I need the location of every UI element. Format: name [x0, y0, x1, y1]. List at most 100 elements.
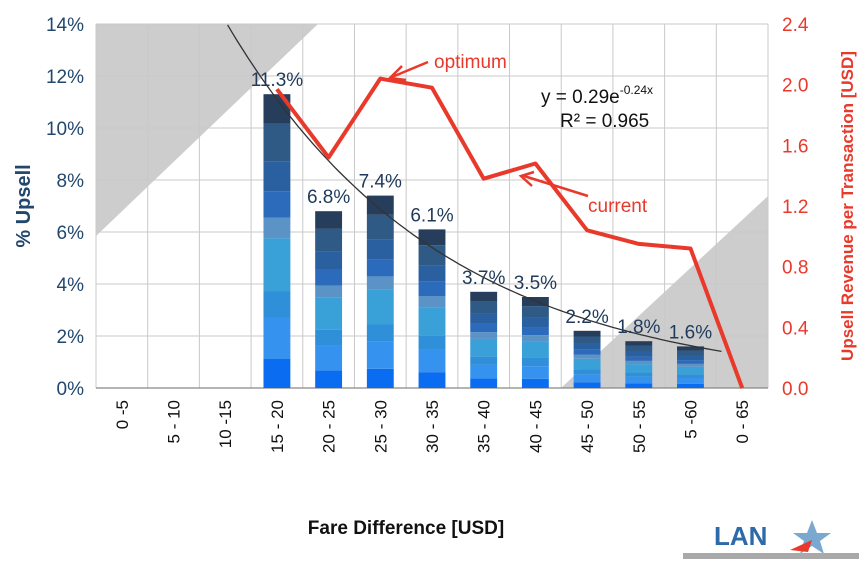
annotation-optimum: optimum — [434, 52, 507, 73]
bar-segment — [418, 335, 446, 350]
bar-segment — [366, 276, 394, 290]
bar — [418, 229, 446, 388]
bar-segment — [625, 345, 653, 352]
bar-segment — [573, 336, 601, 344]
bar-segment — [677, 378, 704, 384]
bar-segment — [573, 369, 601, 375]
y-tick-label: 4% — [57, 275, 85, 296]
annotation-current: current — [588, 196, 648, 217]
bar-segment — [521, 366, 549, 379]
bar-segment — [418, 372, 446, 388]
bar-segment — [366, 341, 394, 369]
y-tick-label: 2% — [57, 327, 85, 348]
y-tick-label: 0% — [57, 379, 85, 400]
bar-segment — [677, 360, 704, 364]
bar-segment — [418, 307, 446, 336]
bar-segment — [366, 259, 394, 277]
bar-value-label: 7.4% — [359, 172, 402, 193]
bar-segment — [366, 239, 394, 260]
bar-segment — [263, 358, 291, 388]
bar-segment — [315, 269, 343, 286]
bar — [625, 341, 653, 388]
x-axis-ticks: 0 -5 5 - 10 10 -15 15 - 20 20 - 25 25 - 30 30 … — [113, 400, 752, 453]
bar-segment — [521, 357, 549, 367]
bar-segment — [573, 330, 601, 337]
revenue-line — [275, 76, 745, 389]
x-tick-label: 45 - 50 — [578, 400, 597, 453]
y2-axis-ticks: 0.0 0.4 0.8 1.2 1.6 2.0 2.4 — [782, 15, 809, 400]
bar-segment — [263, 123, 291, 162]
bar-segment — [418, 281, 446, 297]
trend-r2: R² = 0.965 — [560, 111, 649, 132]
bar-segment — [521, 306, 549, 318]
bar-segment — [521, 317, 549, 328]
bar-segment — [677, 355, 704, 361]
shaded-region-top-left — [96, 24, 318, 236]
y-axis-title: % Upsell — [13, 164, 35, 247]
bar-segment — [677, 383, 704, 388]
y2-tick-label: 0.0 — [782, 379, 808, 400]
bar-segment — [625, 372, 653, 377]
bar-segment — [315, 251, 343, 270]
bar-segment — [573, 358, 601, 370]
bar-segment — [677, 363, 704, 367]
bar-segment — [366, 324, 394, 342]
bar-segment — [315, 297, 343, 330]
bar-segment — [677, 366, 704, 375]
bar-segment — [418, 349, 446, 373]
x-tick-label: 5 - 10 — [165, 400, 184, 443]
x-tick-label: 0 - 65 — [733, 400, 752, 443]
bar-segment — [470, 291, 498, 302]
x-tick-label: 10 -15 — [216, 400, 235, 448]
trend-equation-exponent: -0.24x — [620, 83, 653, 97]
bar — [315, 211, 343, 388]
bar-segment — [315, 370, 343, 388]
current-arrow-icon — [518, 170, 589, 198]
bar-value-label: 6.8% — [307, 187, 350, 208]
trend-equation: y = 0.29e-0.24x — [541, 83, 653, 108]
x-tick-label: 15 - 20 — [268, 400, 287, 453]
bar-segment — [625, 341, 653, 346]
bar-segment — [470, 364, 498, 379]
bar-segment — [315, 228, 343, 252]
bar-value-label: 1.6% — [669, 322, 712, 343]
y2-tick-label: 1.2 — [782, 197, 808, 218]
bar-value-label: 1.8% — [617, 317, 660, 338]
x-tick-label: 30 - 35 — [423, 400, 442, 453]
optimum-arrow-icon — [387, 60, 429, 82]
bar-segment — [263, 238, 291, 292]
y-tick-label: 12% — [46, 67, 84, 88]
bar-segment — [263, 191, 291, 218]
bar-segment — [263, 217, 291, 239]
bar — [677, 346, 704, 388]
y2-tick-label: 0.8 — [782, 258, 808, 279]
y-tick-label: 14% — [46, 15, 84, 36]
y2-axis-title: Upsell Revenue per Transaction [USD] — [838, 51, 857, 361]
bar-segment — [315, 345, 343, 371]
bar-segment — [418, 265, 446, 282]
bar — [573, 330, 601, 388]
bar — [470, 291, 498, 388]
bar-segment — [470, 378, 498, 388]
bar-segment — [315, 211, 343, 229]
bar-segment — [418, 229, 446, 246]
x-tick-label: 0 -5 — [113, 400, 132, 429]
bar-segment — [470, 323, 498, 333]
bar-segment — [625, 364, 653, 373]
bar-value-label: 2.2% — [565, 307, 608, 328]
bar-segment — [677, 350, 704, 356]
bar-segment — [677, 346, 704, 351]
bar-segment — [418, 296, 446, 308]
bar — [521, 297, 549, 388]
swoosh-icon — [790, 540, 812, 552]
bar-segment — [470, 301, 498, 314]
x-axis-title: Fare Difference [USD] — [308, 518, 504, 539]
star-icon — [793, 520, 831, 554]
bar-segment — [521, 335, 549, 342]
logo-underline — [683, 553, 859, 559]
x-tick-label: 5 -60 — [682, 400, 701, 439]
bar-segment — [625, 376, 653, 384]
bar-value-label: 3.7% — [462, 268, 505, 289]
bar-segment — [366, 368, 394, 388]
